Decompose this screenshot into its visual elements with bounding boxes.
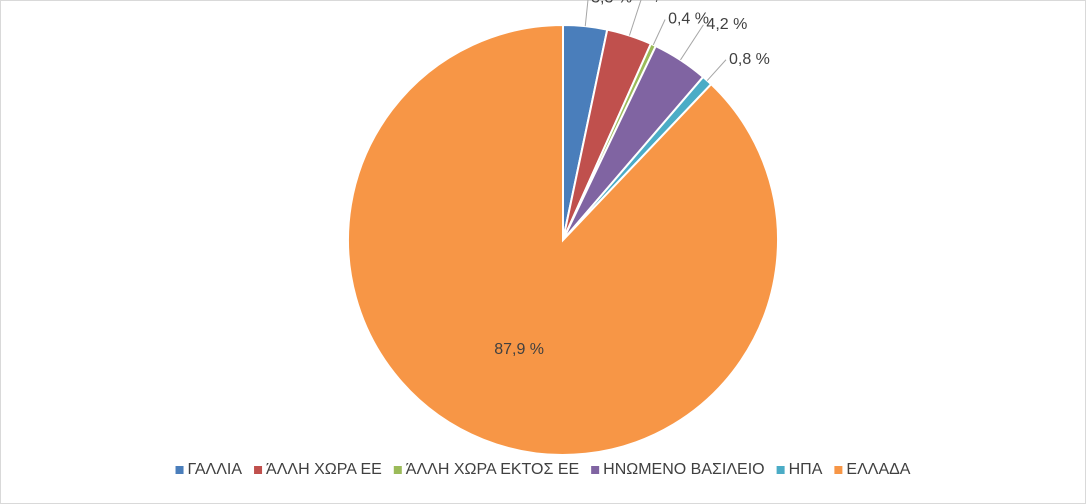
- data-label: 4,2 %: [706, 16, 747, 33]
- data-label: 0,8 %: [729, 51, 770, 68]
- legend-swatch: [591, 466, 600, 474]
- legend-swatch: [834, 466, 843, 474]
- leader-line: [628, 0, 642, 36]
- legend-label: ΆΛΛΗ ΧΩΡΑ ΕΚΤΟΣ ΕΕ: [406, 461, 579, 478]
- data-label: 87,9 %: [494, 341, 544, 358]
- leader-line: [680, 24, 704, 61]
- legend-label: ΗΝΩΜΕΝΟ ΒΑΣΙΛΕΙΟ: [603, 461, 764, 478]
- legend-swatch: [776, 466, 785, 474]
- data-label: 3,3 %: [591, 0, 632, 7]
- leader-line: [584, 0, 589, 27]
- legend-label: ΗΠΑ: [789, 461, 823, 478]
- legend-swatch: [254, 466, 263, 474]
- legend-swatch: [393, 466, 402, 474]
- data-label: 3,4 %: [645, 0, 686, 4]
- legend-label: ΕΛΛΑΔΑ: [846, 461, 910, 478]
- leader-line: [706, 59, 727, 81]
- legend-label: ΓΑΛΛΙΑ: [188, 461, 243, 478]
- legend-swatch: [175, 466, 184, 474]
- legend-label: ΆΛΛΗ ΧΩΡΑ ΕΕ: [266, 461, 382, 478]
- pie-slice: [347, 23, 779, 456]
- leader-line: [652, 19, 666, 46]
- data-label: 0,4 %: [668, 11, 709, 28]
